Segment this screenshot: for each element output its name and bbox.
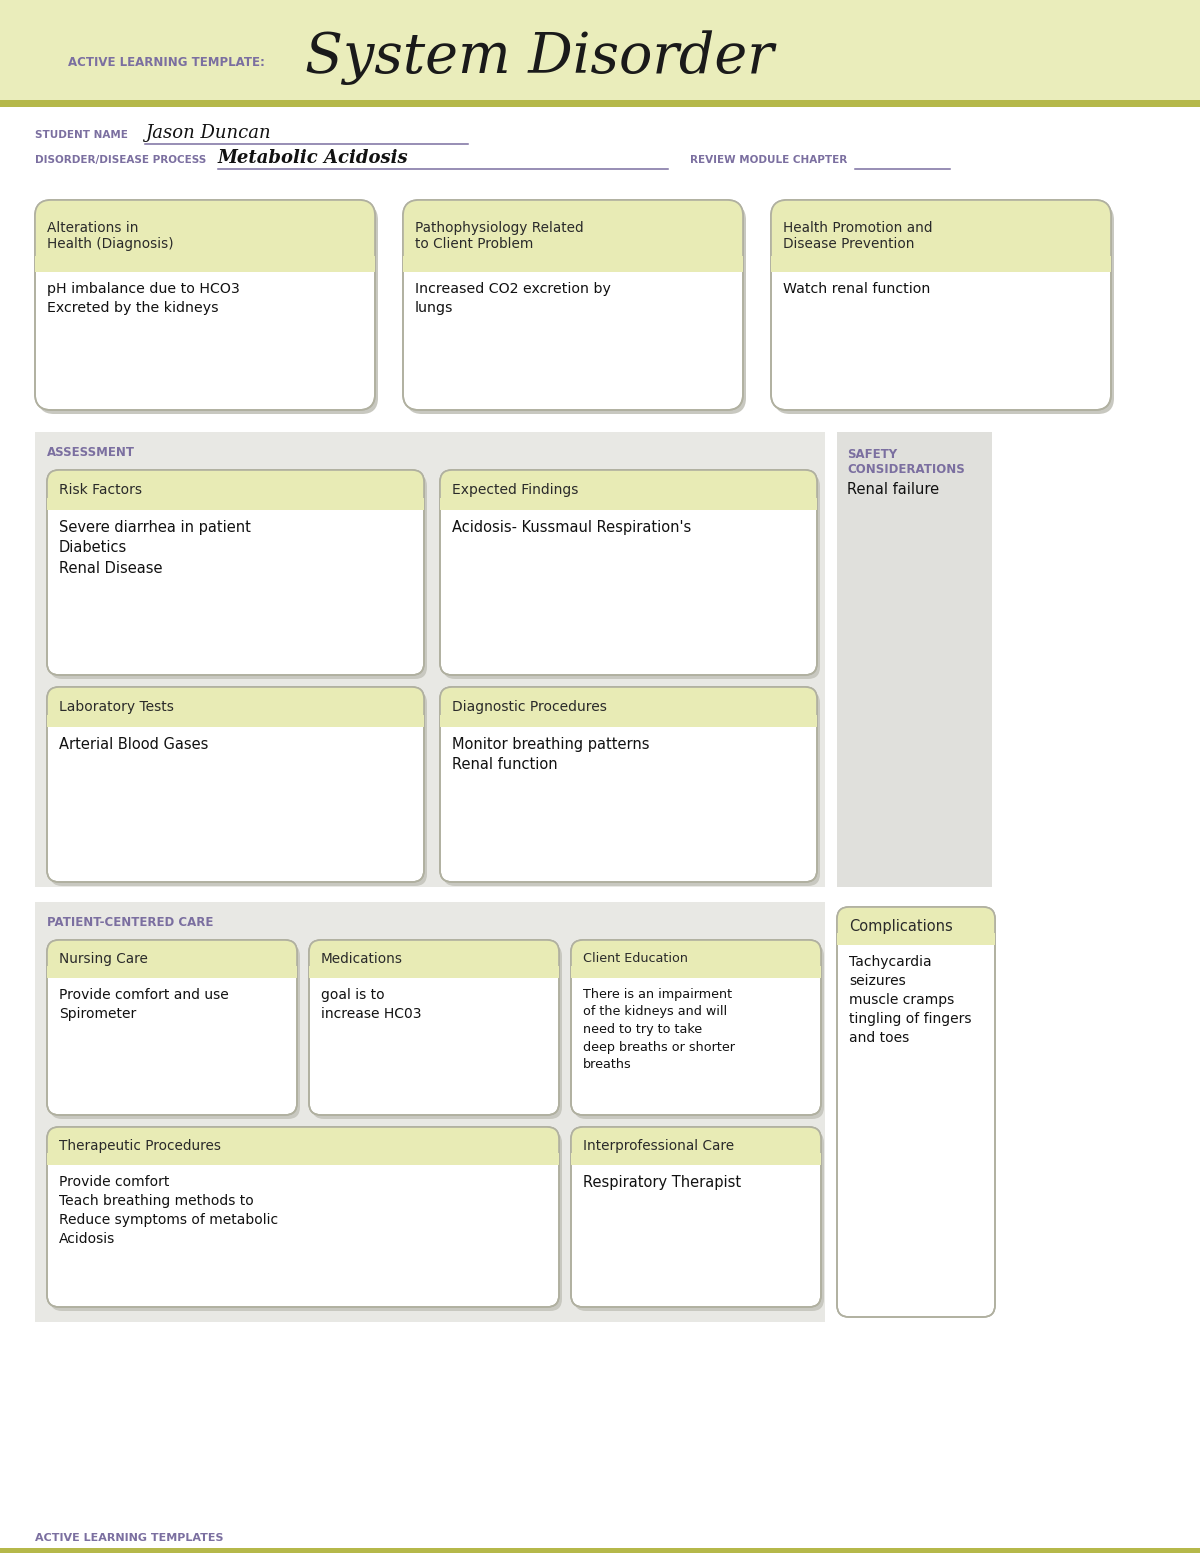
FancyBboxPatch shape [440,686,817,882]
FancyBboxPatch shape [443,474,820,679]
FancyBboxPatch shape [47,940,298,978]
FancyBboxPatch shape [574,944,824,1120]
Text: Monitor breathing patterns
Renal function: Monitor breathing patterns Renal functio… [452,738,649,772]
Bar [35,256,374,272]
FancyBboxPatch shape [403,200,743,272]
Bar [403,256,743,272]
FancyBboxPatch shape [440,686,817,727]
Bar [0,0,1200,107]
Text: Alterations in
Health (Diagnosis): Alterations in Health (Diagnosis) [47,221,174,252]
Text: goal is to
increase HC03: goal is to increase HC03 [322,988,421,1020]
Text: Respiratory Therapist: Respiratory Therapist [583,1176,742,1190]
FancyBboxPatch shape [47,471,424,509]
Bar [838,933,995,944]
Text: DISORDER/DISEASE PROCESS: DISORDER/DISEASE PROCESS [35,155,206,165]
Text: Renal failure: Renal failure [847,481,940,497]
Text: Laboratory Tests: Laboratory Tests [59,700,174,714]
FancyBboxPatch shape [50,1131,562,1311]
Text: Provide comfort
Teach breathing methods to
Reduce symptoms of metabolic
Acidosis: Provide comfort Teach breathing methods … [59,1176,278,1246]
Bar [47,1152,559,1165]
Text: Nursing Care: Nursing Care [59,952,148,966]
FancyBboxPatch shape [838,907,995,944]
Text: pH imbalance due to HCO3
Excreted by the kidneys: pH imbalance due to HCO3 Excreted by the… [47,283,240,315]
Text: Watch renal function: Watch renal function [784,283,930,297]
FancyBboxPatch shape [310,940,559,1115]
FancyBboxPatch shape [47,686,424,727]
FancyBboxPatch shape [774,203,1114,415]
Bar [440,499,817,509]
FancyBboxPatch shape [574,1131,824,1311]
FancyBboxPatch shape [571,1127,821,1308]
Bar [47,966,298,978]
FancyBboxPatch shape [571,940,821,978]
Bar [47,714,424,727]
Text: ACTIVE LEARNING TEMPLATE:: ACTIVE LEARNING TEMPLATE: [68,56,265,68]
FancyBboxPatch shape [440,471,817,676]
Text: ACTIVE LEARNING TEMPLATES: ACTIVE LEARNING TEMPLATES [35,1533,223,1544]
FancyBboxPatch shape [47,940,298,1115]
Bar [47,499,424,509]
Text: REVIEW MODULE CHAPTER: REVIEW MODULE CHAPTER [690,155,847,165]
FancyBboxPatch shape [403,200,743,410]
FancyBboxPatch shape [406,203,746,415]
Bar [571,966,821,978]
FancyBboxPatch shape [571,940,821,1115]
FancyBboxPatch shape [310,940,559,978]
FancyBboxPatch shape [35,200,374,272]
FancyBboxPatch shape [47,1127,559,1308]
Text: PATIENT-CENTERED CARE: PATIENT-CENTERED CARE [47,916,214,929]
Text: Metabolic Acidosis: Metabolic Acidosis [218,149,409,168]
FancyBboxPatch shape [50,474,427,679]
Text: Diagnostic Procedures: Diagnostic Procedures [452,700,607,714]
FancyBboxPatch shape [50,691,427,887]
Text: There is an impairment
of the kidneys and will
need to try to take
deep breaths : There is an impairment of the kidneys an… [583,988,734,1072]
Bar [0,1548,1200,1553]
Text: Therapeutic Procedures: Therapeutic Procedures [59,1138,221,1152]
Text: Expected Findings: Expected Findings [452,483,578,497]
Bar [838,432,992,887]
FancyBboxPatch shape [772,200,1111,410]
Bar [571,1152,821,1165]
Text: Health Promotion and
Disease Prevention: Health Promotion and Disease Prevention [784,221,932,252]
Text: Provide comfort and use
Spirometer: Provide comfort and use Spirometer [59,988,229,1020]
Bar [35,432,826,887]
FancyBboxPatch shape [38,203,378,415]
Text: ASSESSMENT: ASSESSMENT [47,446,134,458]
Bar [440,714,817,727]
Text: STUDENT NAME: STUDENT NAME [35,130,128,140]
FancyBboxPatch shape [443,691,820,887]
FancyBboxPatch shape [772,200,1111,272]
FancyBboxPatch shape [47,1127,559,1165]
Text: Interprofessional Care: Interprofessional Care [583,1138,734,1152]
Text: Arterial Blood Gases: Arterial Blood Gases [59,738,209,752]
Text: Acidosis- Kussmaul Respiration's: Acidosis- Kussmaul Respiration's [452,520,691,534]
Text: Severe diarrhea in patient
Diabetics
Renal Disease: Severe diarrhea in patient Diabetics Ren… [59,520,251,576]
FancyBboxPatch shape [838,907,995,1317]
Text: System Disorder: System Disorder [305,31,774,85]
FancyBboxPatch shape [312,944,562,1120]
Text: Risk Factors: Risk Factors [59,483,142,497]
FancyBboxPatch shape [47,471,424,676]
FancyBboxPatch shape [50,944,300,1120]
FancyBboxPatch shape [35,200,374,410]
Text: Jason Duncan: Jason Duncan [145,124,271,141]
Text: Tachycardia
seizures
muscle cramps
tingling of fingers
and toes: Tachycardia seizures muscle cramps tingl… [850,955,972,1045]
Bar [35,902,826,1322]
Text: Client Education: Client Education [583,952,688,966]
Text: Increased CO2 excretion by
lungs: Increased CO2 excretion by lungs [415,283,611,315]
Text: Complications: Complications [850,918,953,933]
Bar [310,966,559,978]
Bar [0,99,1200,107]
FancyBboxPatch shape [47,686,424,882]
Bar [772,256,1111,272]
FancyBboxPatch shape [440,471,817,509]
Text: Pathophysiology Related
to Client Problem: Pathophysiology Related to Client Proble… [415,221,583,252]
FancyBboxPatch shape [571,1127,821,1165]
Text: SAFETY
CONSIDERATIONS: SAFETY CONSIDERATIONS [847,447,965,477]
Text: Medications: Medications [322,952,403,966]
